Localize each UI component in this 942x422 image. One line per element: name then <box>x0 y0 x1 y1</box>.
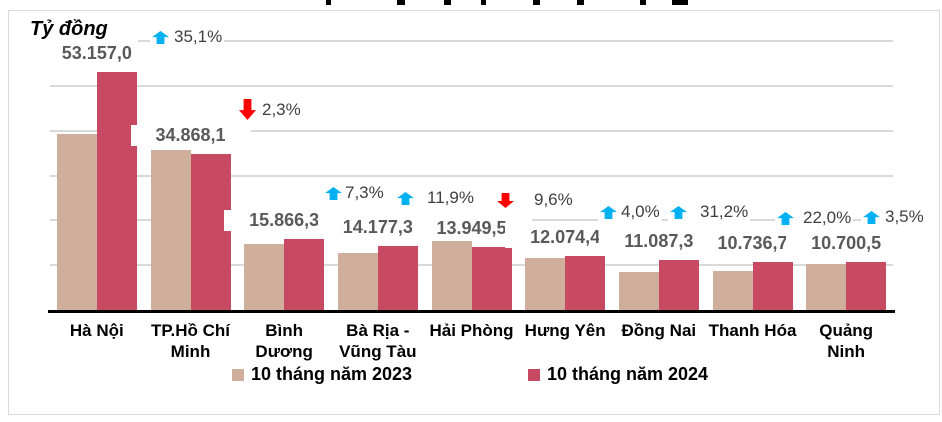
legend-swatch-2024 <box>528 368 540 381</box>
pct-label: 31,2% <box>700 202 749 221</box>
bar-2024-6 <box>658 260 699 310</box>
bar-2024-5 <box>565 255 606 310</box>
gridline <box>50 84 893 87</box>
pct-label: 35,1% <box>174 27 223 46</box>
bar-2024-7 <box>752 261 793 310</box>
bar-2023-8 <box>806 263 847 310</box>
pct-label: 3,5% <box>885 207 924 226</box>
pct-label: 9,6% <box>534 190 573 209</box>
bar-2023-2 <box>244 243 285 310</box>
category-label-7: Thanh Hóa <box>708 321 797 340</box>
bar-2024-0 <box>96 71 137 310</box>
legend-label-2023: 10 tháng năm 2023 <box>251 364 413 384</box>
bar-2024-4 <box>471 247 512 310</box>
value-label-2024-0: 53.157,0 <box>36 42 157 64</box>
pct-annotation-5: 4,0% <box>598 202 662 222</box>
bar-2023-7 <box>712 270 753 310</box>
bar-2023-1 <box>150 149 191 310</box>
axis-unit-label: Tỷ đồng <box>26 16 138 43</box>
value-label-2024-6: 11.087,3 <box>598 231 719 253</box>
value-label-2024-1: 34.868,1 <box>130 124 251 146</box>
pct-annotation-4: 9,6% <box>495 190 575 210</box>
legend-label-2024: 10 tháng năm 2024 <box>547 364 709 384</box>
category-label-6: Đồng Nai <box>621 321 697 340</box>
legend-item-2024: 10 tháng năm 2024 <box>528 364 708 385</box>
bar-2024-2 <box>284 238 325 310</box>
pct-annotation-0: 35,1% <box>150 27 225 47</box>
bar-2023-5 <box>525 257 566 310</box>
category-label-1: TP.Hồ Chí Minh <box>150 321 231 361</box>
pct-label: 7,3% <box>345 183 384 202</box>
legend-item-2023: 10 tháng năm 2023 <box>232 364 412 385</box>
gridline <box>50 40 893 42</box>
up-arrow-icon <box>397 191 414 205</box>
value-label-2024-5: 12.074,4 <box>505 226 626 248</box>
value-label-2024-4: 13.949,5 <box>411 218 532 240</box>
up-arrow-icon <box>325 186 342 200</box>
down-arrow-icon <box>497 192 514 208</box>
pct-annotation-7: 22,0% <box>775 208 854 228</box>
pct-label: 22,0% <box>803 208 852 227</box>
bar-2024-8 <box>846 262 887 310</box>
up-arrow-icon <box>670 205 687 219</box>
pct-annotation-6: 31,2% <box>668 202 751 222</box>
pct-annotation-1: 2,3% <box>237 99 303 120</box>
up-arrow-icon <box>600 205 617 219</box>
bar-2024-3 <box>377 246 418 310</box>
value-label-2024-7: 10.736,7 <box>692 232 813 254</box>
pct-annotation-2: 7,3% <box>323 183 386 203</box>
value-label-2024-2: 15.866,3 <box>224 209 345 231</box>
gridline <box>50 174 893 177</box>
value-label-2024-8: 10.700,5 <box>786 233 907 255</box>
bar-2023-3 <box>337 253 378 310</box>
category-label-2: Bình Dương <box>255 321 313 361</box>
pct-annotation-8: 3,5% <box>861 207 926 227</box>
category-label-0: Hà Nội <box>69 321 124 340</box>
x-axis-line <box>48 310 895 313</box>
bar-2023-6 <box>618 272 659 310</box>
bar-2024-1 <box>190 153 231 310</box>
category-label-4: Hải Phòng <box>429 321 514 340</box>
category-label-5: Hưng Yên <box>524 321 606 340</box>
bar-2023-0 <box>56 133 97 310</box>
bar-2023-4 <box>431 240 472 310</box>
down-arrow-icon <box>239 99 256 120</box>
pct-label: 11,9% <box>427 188 474 207</box>
value-label-2024-3: 14.177,3 <box>317 217 438 239</box>
up-arrow-icon <box>152 30 169 44</box>
pct-label: 4,0% <box>621 202 660 221</box>
pct-annotation-3: 11,9% <box>395 188 476 208</box>
legend-swatch-2023 <box>232 368 244 381</box>
category-label-3: Bà Rịa - Vũng Tàu <box>339 321 417 361</box>
gridline <box>50 129 893 132</box>
category-label-8: Quảng Ninh <box>819 321 874 361</box>
up-arrow-icon <box>777 211 794 225</box>
up-arrow-icon <box>863 210 880 224</box>
pct-label: 2,3% <box>262 99 301 119</box>
